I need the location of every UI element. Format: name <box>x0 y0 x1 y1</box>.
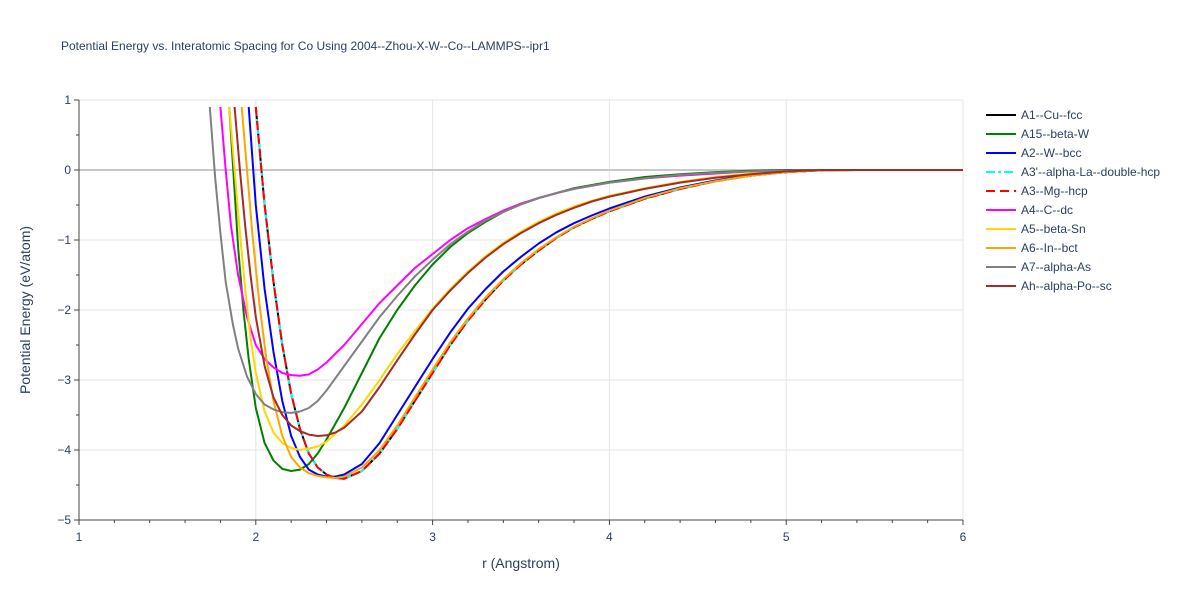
series-line <box>228 106 963 472</box>
legend-label: A1--Cu--fcc <box>1021 108 1082 122</box>
series-line <box>247 106 963 478</box>
y-axis-title: Potential Energy (eV/atom) <box>17 226 33 394</box>
x-tick-label: 6 <box>960 530 967 544</box>
series-line <box>240 106 963 479</box>
x-tick-label: 1 <box>76 530 83 544</box>
legend-label: A6--In--bct <box>1021 241 1078 255</box>
axes-layer: 1 2 3 4 5 6 1 0 −1 −2 −3 −4 −5 <box>57 93 966 544</box>
x-axis-title: r (Angstrom) <box>482 555 560 571</box>
grid-layer <box>79 99 964 520</box>
legend-label: A3'--alpha-La--double-hcp <box>1021 165 1160 179</box>
legend-label: A3--Mg--hcp <box>1021 184 1088 198</box>
chart-title: Potential Energy vs. Interatomic Spacing… <box>61 39 550 53</box>
series-layer <box>208 106 963 480</box>
series-line <box>233 106 963 437</box>
legend: A1--Cu--fcc A15--beta-W A2--W--bcc A3'--alp… <box>986 108 1160 293</box>
legend-label: A7--alpha-As <box>1021 260 1091 274</box>
x-tick-label: 2 <box>252 530 259 544</box>
legend-label: A5--beta-Sn <box>1021 222 1086 236</box>
legend-label: Ah--alpha-Po--sc <box>1021 279 1112 293</box>
y-tick-label: −5 <box>57 513 71 527</box>
legend-label: A15--beta-W <box>1021 127 1090 141</box>
series-line <box>208 106 963 414</box>
y-tick-label: −1 <box>57 233 71 247</box>
x-tick-label: 4 <box>606 530 613 544</box>
x-tick-label: 3 <box>429 530 436 544</box>
legend-label: A2--W--bcc <box>1021 146 1081 160</box>
y-tick-label: −2 <box>57 303 71 317</box>
y-tick-label: 1 <box>64 93 71 107</box>
series-line <box>228 106 963 451</box>
x-tick-label: 5 <box>783 530 790 544</box>
y-tick-label: 0 <box>64 163 71 177</box>
series-line <box>219 106 963 377</box>
y-tick-label: −4 <box>57 443 71 457</box>
legend-label: A4--C--dc <box>1021 203 1073 217</box>
y-tick-label: −3 <box>57 373 71 387</box>
